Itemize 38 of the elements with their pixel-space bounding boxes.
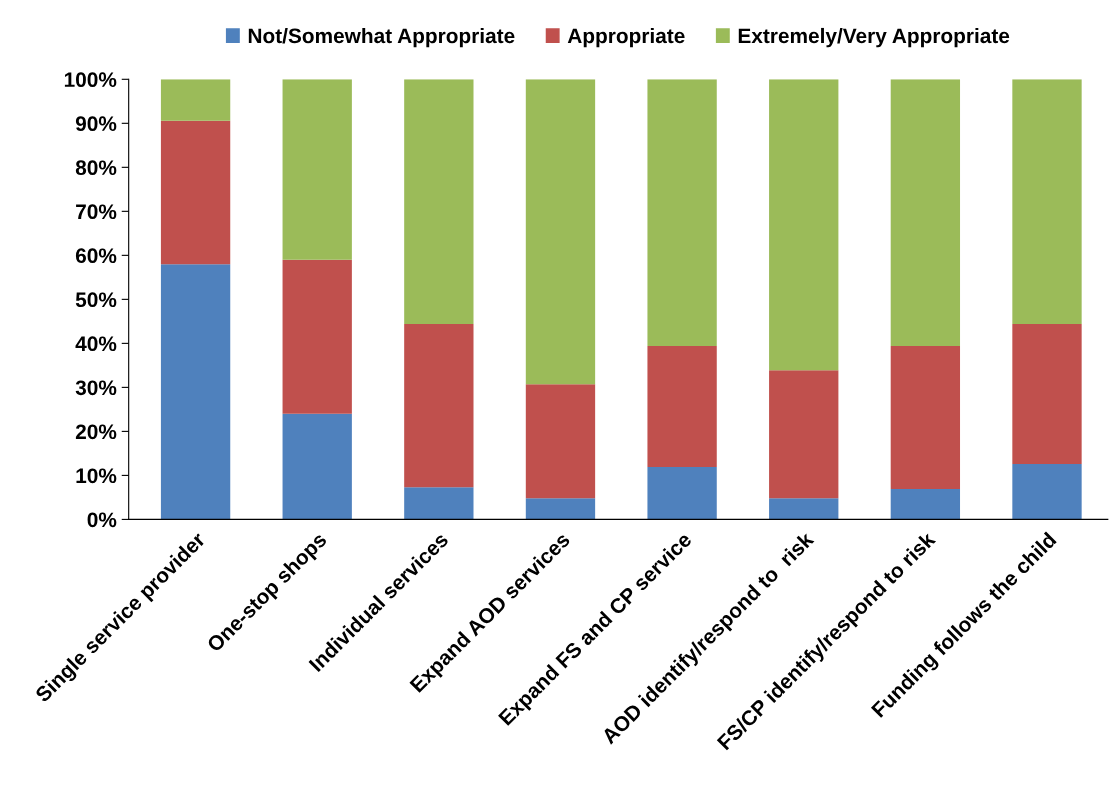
bar — [1012, 79, 1082, 324]
bar — [160, 120, 231, 265]
bar — [1012, 324, 1082, 464]
bar — [404, 324, 474, 488]
bar — [282, 259, 352, 414]
bar — [890, 79, 961, 347]
bar — [160, 264, 231, 520]
y-tick-label: 90% — [75, 116, 117, 132]
bar — [769, 498, 839, 520]
y-tick-label: 50% — [75, 292, 117, 308]
y-tick-label: 20% — [75, 424, 117, 440]
y-tick-label: 0% — [87, 512, 117, 528]
y-tick-label: 80% — [75, 160, 117, 176]
y-tick-label: 10% — [76, 468, 117, 484]
bar — [647, 346, 717, 468]
y-tick-label: 100% — [64, 72, 117, 88]
bar — [525, 384, 596, 499]
bar — [160, 79, 231, 121]
bar — [647, 79, 717, 347]
y-tick-label: 70% — [76, 204, 117, 220]
bar — [1012, 463, 1082, 520]
bar — [525, 498, 596, 520]
bar — [769, 79, 839, 371]
bar — [890, 489, 961, 520]
y-tick-label: 40% — [75, 336, 117, 352]
bar — [404, 79, 474, 324]
bar — [282, 79, 352, 260]
legend-label: Extremely/Very Appropriate — [738, 27, 1010, 48]
bar — [282, 413, 352, 520]
y-tick-label: 30% — [75, 380, 117, 396]
legend-label: Not/Somewhat Appropriate — [248, 27, 515, 48]
bar — [890, 346, 961, 490]
legend-label: Appropriate — [567, 27, 685, 48]
bar — [769, 370, 839, 499]
bar — [647, 467, 717, 520]
bar — [525, 79, 596, 385]
bar — [404, 487, 474, 520]
y-tick-label: 60% — [75, 248, 117, 264]
